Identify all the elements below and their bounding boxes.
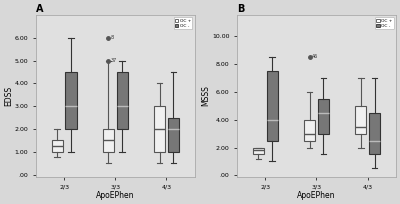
Legend: OC +, OC -: OC +, OC - [174,17,192,29]
PathPatch shape [103,129,114,152]
Text: 46: 46 [312,54,318,59]
PathPatch shape [154,106,165,152]
PathPatch shape [318,99,329,134]
Y-axis label: EDSS: EDSS [4,86,13,106]
X-axis label: ApoEPhen: ApoEPhen [96,191,134,200]
PathPatch shape [266,71,278,141]
PathPatch shape [168,118,179,152]
PathPatch shape [116,72,128,129]
PathPatch shape [369,113,380,154]
PathPatch shape [304,120,315,141]
Text: 37: 37 [111,58,117,63]
Text: 8: 8 [111,35,114,40]
PathPatch shape [52,140,63,152]
PathPatch shape [65,72,77,129]
Y-axis label: MSSS: MSSS [202,85,210,106]
X-axis label: ApoEPhen: ApoEPhen [297,191,336,200]
PathPatch shape [253,147,264,154]
Legend: OC +, OC -: OC +, OC - [375,17,394,29]
Text: B: B [237,4,244,14]
PathPatch shape [355,106,366,134]
Text: A: A [36,4,44,14]
